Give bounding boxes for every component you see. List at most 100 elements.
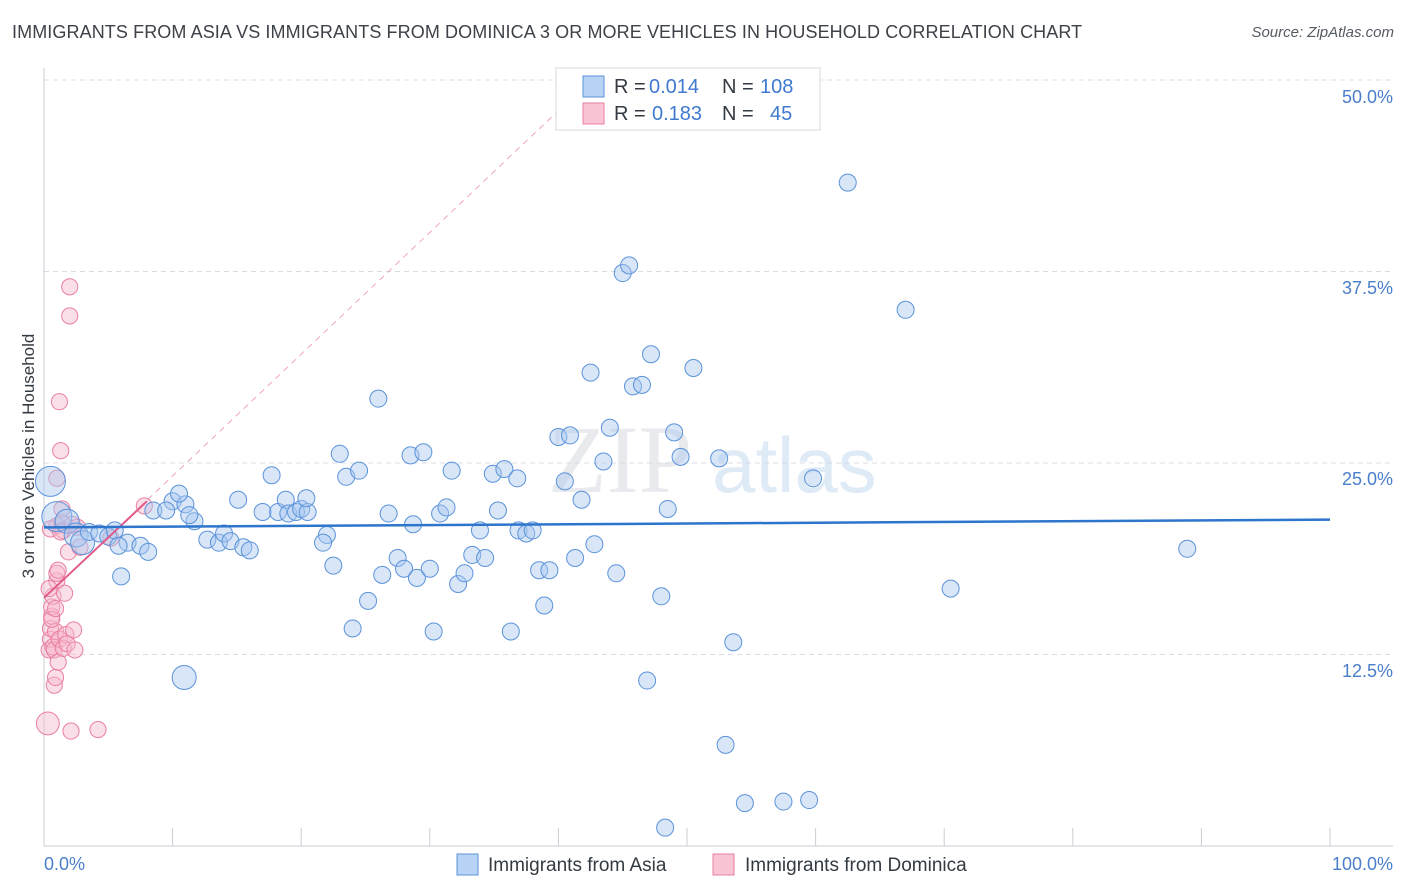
dominica-trend-line [43,500,148,599]
chart-title: IMMIGRANTS FROM ASIA VS IMMIGRANTS FROM … [12,22,1083,42]
y-tick-label-50: 50.0% [1342,87,1393,107]
asia-point [804,469,823,488]
asia-point [549,427,568,446]
asia-point [560,426,579,445]
asia-point [607,564,626,583]
asia-point [1178,539,1197,558]
asia-point [620,256,639,275]
x-axis-ticks [43,828,1331,846]
dominica-trend-extended [43,110,559,599]
asia-point [359,591,378,610]
asia-point [716,735,735,754]
bottom-legend-label-asia: Immigrants from Asia [488,855,667,876]
y-axis-tick-labels: 12.5% 25.0% 37.5% 50.0% [1342,87,1393,681]
dominica-point [50,393,69,411]
bottom-legend: Immigrants from Asia Immigrants from Dom… [456,853,967,876]
asia-point [735,794,754,813]
asia-point [476,548,495,567]
asia-point [420,559,439,578]
legend-n-value-dominica: 45 [770,103,792,125]
asia-point [240,541,259,560]
y-tick-label-25: 25.0% [1342,469,1393,489]
dominica-point [65,621,83,639]
dominica-point [35,711,60,736]
dominica-point [66,641,84,659]
asia-series [34,173,1197,837]
asia-point [449,575,468,594]
asia-point [437,498,456,517]
asia-point [594,452,613,471]
dominica-point [135,497,153,515]
asia-point [395,559,414,578]
watermark-zip: ZIP [548,406,692,513]
y-tick-label-37.5: 37.5% [1342,278,1393,298]
asia-point [501,622,520,641]
asia-point [641,345,660,364]
legend-r-label-dominica: R = [614,103,646,125]
x-tick-label-0: 0.0% [44,854,85,874]
x-tick-label-100: 100.0% [1332,854,1393,874]
asia-point [941,579,960,598]
asia-point [555,472,574,491]
asia-point [388,548,407,567]
asia-point [343,619,362,638]
dominica-point [43,610,61,628]
asia-point [896,300,915,319]
asia-point [710,449,729,468]
asia-point [198,530,217,549]
asia-point [566,548,585,567]
dominica-point [40,580,58,598]
asia-point [665,423,684,442]
dominica-point [49,561,67,579]
asia-point [324,556,343,575]
watermark: ZIP atlas [548,406,877,513]
asia-point [623,377,642,396]
asia-point [171,664,197,690]
asia-point [379,504,398,523]
asia-point [276,490,295,509]
asia-point [297,489,316,508]
asia-point [215,524,234,543]
legend-r-value-asia: 0.014 [649,76,699,98]
legend-n-label-asia: N = [722,76,754,98]
bottom-legend-swatch-dominica [712,853,735,876]
legend-n-label-dominica: N = [722,103,754,125]
source-credit: Source: ZipAtlas.com [1251,24,1394,41]
asia-point [671,447,690,466]
asia-point [63,522,89,548]
legend-swatch-asia [582,75,605,98]
dominica-point [56,584,74,602]
y-tick-label-12.5: 12.5% [1342,661,1393,681]
asia-point [157,501,176,520]
asia-point [535,596,554,615]
legend-r-label-asia: R = [614,76,646,98]
asia-point [298,503,317,522]
asia-point [350,461,369,480]
watermark-atlas: atlas [712,421,877,509]
asia-point [540,561,559,580]
asia-point [774,792,793,811]
trend-lines [43,110,1331,599]
asia-point [34,465,66,497]
asia-point [109,536,128,555]
asia-point [229,490,248,509]
bottom-legend-label-dominica: Immigrants from Dominica [745,855,967,876]
asia-point [572,490,591,509]
asia-point [470,521,489,540]
legend-n-value-asia: 108 [760,76,793,98]
asia-point [70,530,96,556]
asia-point [684,359,703,378]
asia-point [658,499,677,518]
asia-point [176,495,195,514]
asia-point [483,464,502,483]
asia-point [508,469,527,488]
asia-point [373,565,392,584]
asia-point [530,561,549,580]
asia-point [414,443,433,462]
dominica-point [52,442,70,460]
asia-point [144,501,163,520]
asia-point [581,363,600,382]
asia-point [112,567,131,586]
asia-trend-line [43,518,1331,529]
